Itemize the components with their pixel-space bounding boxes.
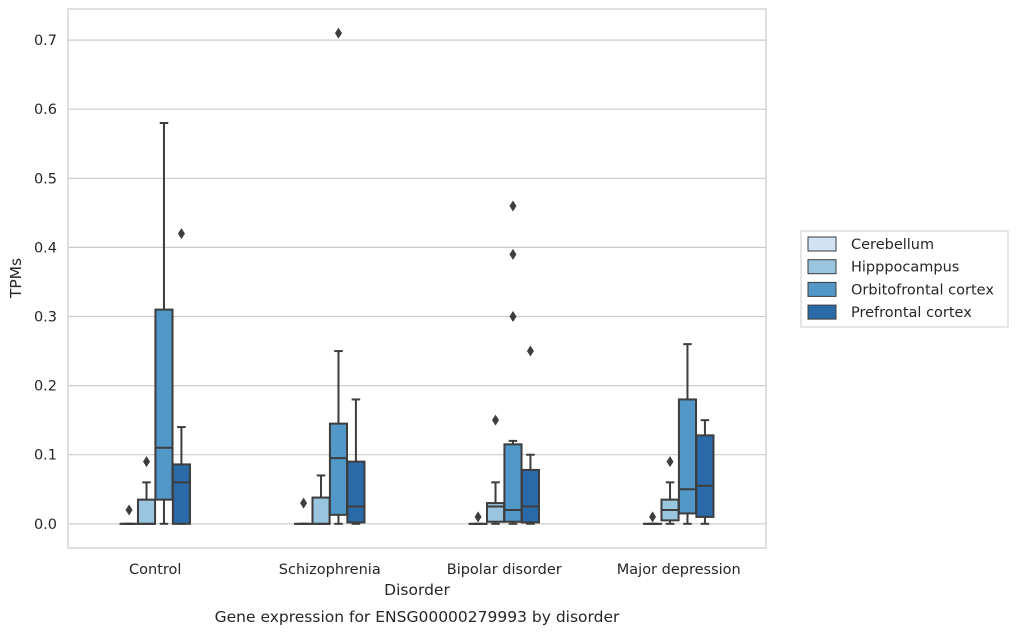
outlier-point xyxy=(509,200,517,212)
box-hipppocampus-1 xyxy=(136,456,157,525)
box-prefrontal-cortex-1 xyxy=(171,228,191,525)
box-orbitofrontal-cortex-3 xyxy=(503,200,523,525)
box-hipppocampus-3 xyxy=(485,414,506,525)
box-iqr xyxy=(171,463,191,525)
box-cerebellum-4 xyxy=(643,511,663,525)
legend-swatch xyxy=(807,304,837,320)
outlier-point xyxy=(509,248,517,260)
box-iqr xyxy=(136,498,157,525)
box-series xyxy=(119,27,715,525)
legend-label: Cerebellum xyxy=(851,237,934,253)
x-axis-ticks: Control Schizophrenia Bipolar disorder Majo… xyxy=(129,562,741,578)
box-iqr xyxy=(677,398,698,515)
box-cerebellum-2 xyxy=(294,497,314,525)
figure-caption: Gene expression for ENSG00000279993 by d… xyxy=(215,608,620,626)
outlier-point xyxy=(509,311,517,323)
legend-swatch xyxy=(807,259,837,275)
legend-item: Prefrontal cortex xyxy=(807,304,972,321)
legend-label: Prefrontal cortex xyxy=(851,305,972,321)
box-iqr xyxy=(520,468,540,524)
y-tick-label: 0.7 xyxy=(34,33,57,49)
box-iqr xyxy=(311,496,331,525)
legend-item: Hipppocampus xyxy=(807,259,959,276)
x-axis-title: Disorder xyxy=(384,581,450,599)
box-iqr xyxy=(695,434,715,518)
x-tick-label: Major depression xyxy=(617,562,741,578)
box-hipppocampus-2 xyxy=(311,474,331,525)
outlier-point xyxy=(649,511,657,523)
outlier-point xyxy=(300,497,308,509)
box-iqr xyxy=(154,308,174,501)
x-tick-label: Control xyxy=(129,562,181,578)
outlier-point xyxy=(334,27,342,39)
box-cerebellum-3 xyxy=(468,511,488,525)
outlier-point xyxy=(666,456,674,468)
box-iqr xyxy=(328,422,349,516)
legend-swatch xyxy=(807,236,837,252)
box-hipppocampus-4 xyxy=(660,456,680,525)
y-tick-label: 0.6 xyxy=(34,102,57,118)
box-orbitofrontal-cortex-4 xyxy=(677,343,698,525)
y-tick-label: 0.4 xyxy=(34,240,57,256)
outlier-point xyxy=(492,414,500,426)
box-iqr xyxy=(346,460,366,524)
outlier-point xyxy=(143,456,151,468)
y-tick-label: 0.1 xyxy=(34,448,57,464)
x-tick-label: Bipolar disorder xyxy=(447,562,562,578)
y-tick-label: 0.2 xyxy=(34,379,57,395)
legend-label: Hipppocampus xyxy=(851,260,959,276)
x-tick-label: Schizophrenia xyxy=(279,562,381,578)
outlier-point xyxy=(526,345,534,357)
y-axis-ticks: 0.0 0.1 0.2 0.3 0.4 0.5 0.6 0.7 xyxy=(34,33,57,533)
legend-item: Cerebellum xyxy=(807,236,934,253)
box-prefrontal-cortex-4 xyxy=(695,419,715,525)
box-prefrontal-cortex-3 xyxy=(520,345,540,525)
legend-label: Orbitofrontal cortex xyxy=(851,282,994,298)
box-cerebellum-1 xyxy=(119,504,139,525)
legend: Cerebellum Hipppocampus Orbitofrontal cort… xyxy=(800,230,1009,328)
outlier-point xyxy=(125,504,133,516)
outlier-point xyxy=(474,511,482,523)
y-axis-title: TPMs xyxy=(7,258,25,299)
legend-item: Orbitofrontal cortex xyxy=(807,281,994,298)
box-orbitofrontal-cortex-2 xyxy=(328,27,349,525)
y-tick-label: 0.5 xyxy=(34,171,57,187)
legend-swatch xyxy=(807,281,837,297)
y-tick-label: 0.3 xyxy=(34,310,57,326)
box-prefrontal-cortex-2 xyxy=(346,398,366,525)
gridlines xyxy=(68,39,766,525)
y-tick-label: 0.0 xyxy=(34,517,57,533)
plot-area-frame xyxy=(67,8,767,549)
outlier-point xyxy=(177,228,185,240)
box-orbitofrontal-cortex-1 xyxy=(154,122,174,525)
